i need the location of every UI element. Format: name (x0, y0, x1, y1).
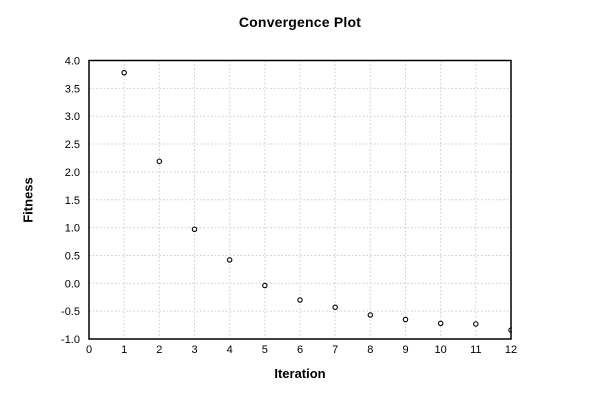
data-point (367, 312, 374, 318)
x-axis-label: Iteration (274, 366, 326, 381)
x-tick-label: 7 (332, 344, 338, 356)
data-point (121, 70, 127, 76)
x-tick-label: 10 (435, 344, 447, 356)
data-point (156, 158, 163, 165)
chart-title: Convergence Plot (238, 14, 362, 30)
x-tick-label: 3 (191, 344, 197, 356)
data-point (191, 226, 198, 233)
x-tick-label: 2 (156, 344, 162, 356)
y-tick-label: -1.0 (61, 334, 80, 346)
y-tick-label: 1.5 (65, 195, 80, 207)
data-point (473, 321, 479, 327)
y-tick-label: 2.5 (65, 139, 80, 151)
x-tick-label: 5 (262, 344, 268, 356)
data-point (332, 304, 338, 311)
y-tick-label: 3.0 (65, 111, 80, 123)
x-tick-label: 12 (505, 344, 517, 356)
data-points (121, 70, 512, 333)
y-tick-label: 0.5 (65, 250, 80, 262)
x-tick-label: 8 (367, 344, 373, 356)
x-tick-label: 0 (86, 344, 92, 356)
data-point (297, 297, 303, 303)
y-tick-label: 4.0 (65, 56, 80, 68)
x-tick-label: 9 (402, 344, 408, 356)
data-point (402, 316, 409, 323)
y-tick-label: 3.5 (65, 83, 80, 95)
x-tick-label: 4 (227, 344, 233, 356)
y-tick-label: 0.0 (65, 278, 80, 290)
data-point (437, 320, 444, 327)
x-tick-label: 11 (470, 344, 481, 356)
x-tick-label: 1 (121, 344, 127, 356)
y-tick-label: 2.0 (65, 167, 80, 179)
y-tick-label: -0.5 (61, 306, 80, 318)
data-point (262, 282, 268, 289)
y-tick-label: 1.0 (65, 223, 80, 235)
data-point (226, 257, 233, 263)
x-tick-label: 6 (297, 344, 303, 356)
plot-border (88, 59, 512, 340)
